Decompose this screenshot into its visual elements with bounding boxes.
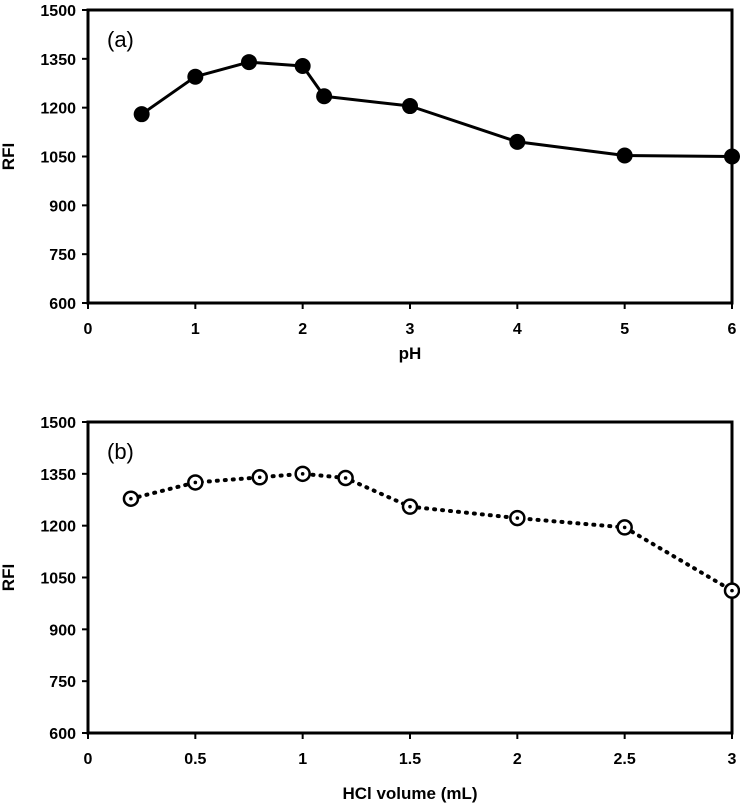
data-point	[294, 465, 311, 483]
data-point-center	[730, 588, 734, 593]
x-tick-label: 1	[191, 321, 200, 338]
data-point	[724, 148, 740, 165]
x-tick-label: 5	[620, 321, 629, 338]
data-point	[316, 88, 333, 105]
plot-frame	[86, 420, 734, 735]
x-tick-label: 3	[406, 321, 415, 338]
data-point-center	[622, 525, 627, 530]
data-point	[616, 147, 633, 164]
x-tick-label: 3	[728, 751, 737, 768]
data-point	[401, 498, 419, 515]
data-point	[294, 57, 311, 74]
panel-label: (a)	[107, 27, 134, 52]
x-axis-title: HCl volume (mL)	[342, 784, 477, 803]
x-tick-label: 0.5	[184, 751, 206, 768]
data-point-center	[129, 496, 133, 501]
x-tick-label: 2.5	[614, 751, 636, 768]
y-tick-label: 1350	[40, 467, 76, 484]
data-point-center	[343, 476, 348, 480]
x-tick-label: 1	[298, 751, 307, 768]
panel-label: (b)	[107, 439, 134, 464]
y-tick-label: 1500	[40, 415, 76, 432]
series-line	[128, 471, 734, 593]
data-point	[509, 509, 526, 527]
x-tick-label: 2	[298, 321, 307, 338]
x-tick-label: 6	[728, 321, 737, 338]
y-tick-label: 900	[49, 198, 76, 215]
y-tick-label: 600	[49, 726, 76, 743]
y-tick-label: 1200	[40, 101, 76, 118]
data-point	[187, 474, 204, 491]
y-tick-label: 900	[49, 622, 76, 639]
data-point-center	[515, 516, 520, 520]
y-tick-label: 600	[49, 296, 76, 313]
x-tick-label: 0	[84, 751, 93, 768]
data-point	[122, 490, 140, 507]
x-tick-label: 4	[513, 321, 522, 338]
y-tick-label: 750	[49, 247, 76, 264]
x-axis-title: pH	[399, 344, 422, 363]
data-point	[187, 68, 204, 85]
data-point-center	[193, 480, 198, 485]
data-point	[251, 469, 268, 486]
data-point	[133, 106, 150, 123]
data-point	[723, 582, 740, 599]
data-point	[337, 469, 354, 487]
x-tick-label: 1.5	[399, 751, 421, 768]
y-tick-label: 1500	[40, 3, 76, 20]
data-point	[241, 54, 257, 71]
data-point	[509, 133, 526, 150]
y-tick-label: 1050	[40, 571, 76, 588]
y-tick-label: 1200	[40, 519, 76, 536]
chart-panel-a: 600 750 900 1050 1200 1350 1500 0 1 2 3 4 5 6 pH RFI (a)	[0, 3, 740, 363]
chart-panel-b: 600 750 900 1050 1200 1350 1500 0 0.5 1 1.5 2 2.5 3 HC…	[0, 415, 740, 803]
y-tick-label: 750	[49, 674, 76, 691]
y-tick-label: 1350	[40, 52, 76, 69]
data-point-center	[257, 475, 262, 480]
data-point	[402, 98, 418, 115]
x-tick-label: 0	[84, 321, 93, 338]
y-tick-label: 1050	[40, 150, 76, 167]
x-tick-label: 2	[513, 751, 522, 768]
series-line	[140, 60, 733, 158]
y-axis-title: RFI	[0, 143, 18, 170]
data-point-center	[408, 504, 412, 509]
y-axis-title: RFI	[0, 564, 18, 591]
data-point	[616, 519, 633, 536]
data-point-center	[300, 472, 305, 476]
